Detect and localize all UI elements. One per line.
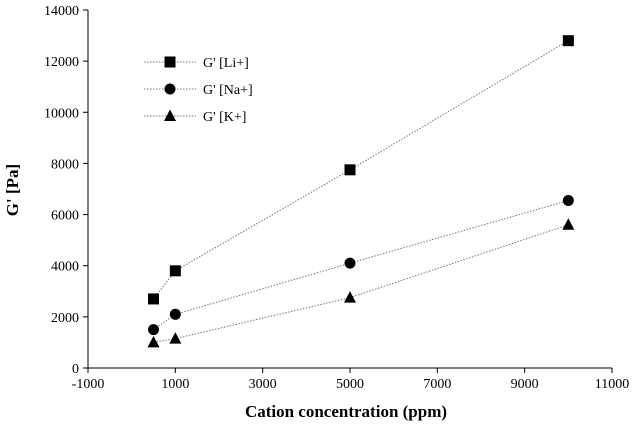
x-tick-label: -1000 xyxy=(72,377,105,392)
legend-entry: G' [K+] xyxy=(144,109,246,125)
data-point xyxy=(148,324,159,336)
y-tick-label: 4000 xyxy=(51,260,79,275)
data-point xyxy=(344,257,356,269)
series-square xyxy=(148,35,574,305)
y-axis-title: G' [Pa] xyxy=(3,164,22,216)
legend-marker xyxy=(164,109,176,121)
data-point xyxy=(344,291,356,303)
series-line xyxy=(153,40,569,300)
data-point xyxy=(562,35,574,47)
y-tick-label: 12000 xyxy=(44,55,79,70)
axes: -1000 1000 3000 5000 7000 9000 11000 0 2000 4000 6… xyxy=(44,4,629,392)
legend: G' [Li+] G' [Na+] G' [K+] xyxy=(144,56,253,125)
y-tick-label: 8000 xyxy=(51,157,79,172)
x-tick-label: 1000 xyxy=(161,377,189,392)
data-point xyxy=(562,195,574,207)
data-point xyxy=(344,164,356,176)
x-tick-label: 9000 xyxy=(511,377,539,392)
y-tick-label: 0 xyxy=(72,362,79,377)
data-point xyxy=(562,218,575,230)
data-point xyxy=(147,335,160,348)
y-tick-label: 14000 xyxy=(44,4,79,19)
x-tick-label: 11000 xyxy=(595,377,629,392)
y-tick-label: 10000 xyxy=(44,106,79,121)
data-point xyxy=(169,308,181,320)
legend-marker xyxy=(164,83,176,95)
series-layer xyxy=(147,35,575,348)
data-point xyxy=(148,293,159,305)
legend-entry: G' [Na+] xyxy=(144,83,253,98)
x-axis-title: Cation concentration (ppm) xyxy=(245,402,447,421)
data-point xyxy=(169,265,181,277)
x-tick-label: 5000 xyxy=(336,377,364,392)
legend-label: G' [Na+] xyxy=(203,83,253,98)
legend-label: G' [Li+] xyxy=(203,56,249,71)
y-tick-label: 6000 xyxy=(51,209,79,224)
legend-label: G' [K+] xyxy=(203,110,246,125)
series-circle xyxy=(148,195,574,336)
series-line xyxy=(153,200,569,331)
legend-entry: G' [Li+] xyxy=(144,56,249,71)
legend-marker xyxy=(164,56,176,68)
series-triangle xyxy=(147,218,575,348)
y-tick-label: 2000 xyxy=(51,311,79,326)
data-point xyxy=(169,332,182,344)
x-tick-label: 3000 xyxy=(249,377,277,392)
series-line xyxy=(153,224,569,343)
x-tick-label: 7000 xyxy=(423,377,451,392)
